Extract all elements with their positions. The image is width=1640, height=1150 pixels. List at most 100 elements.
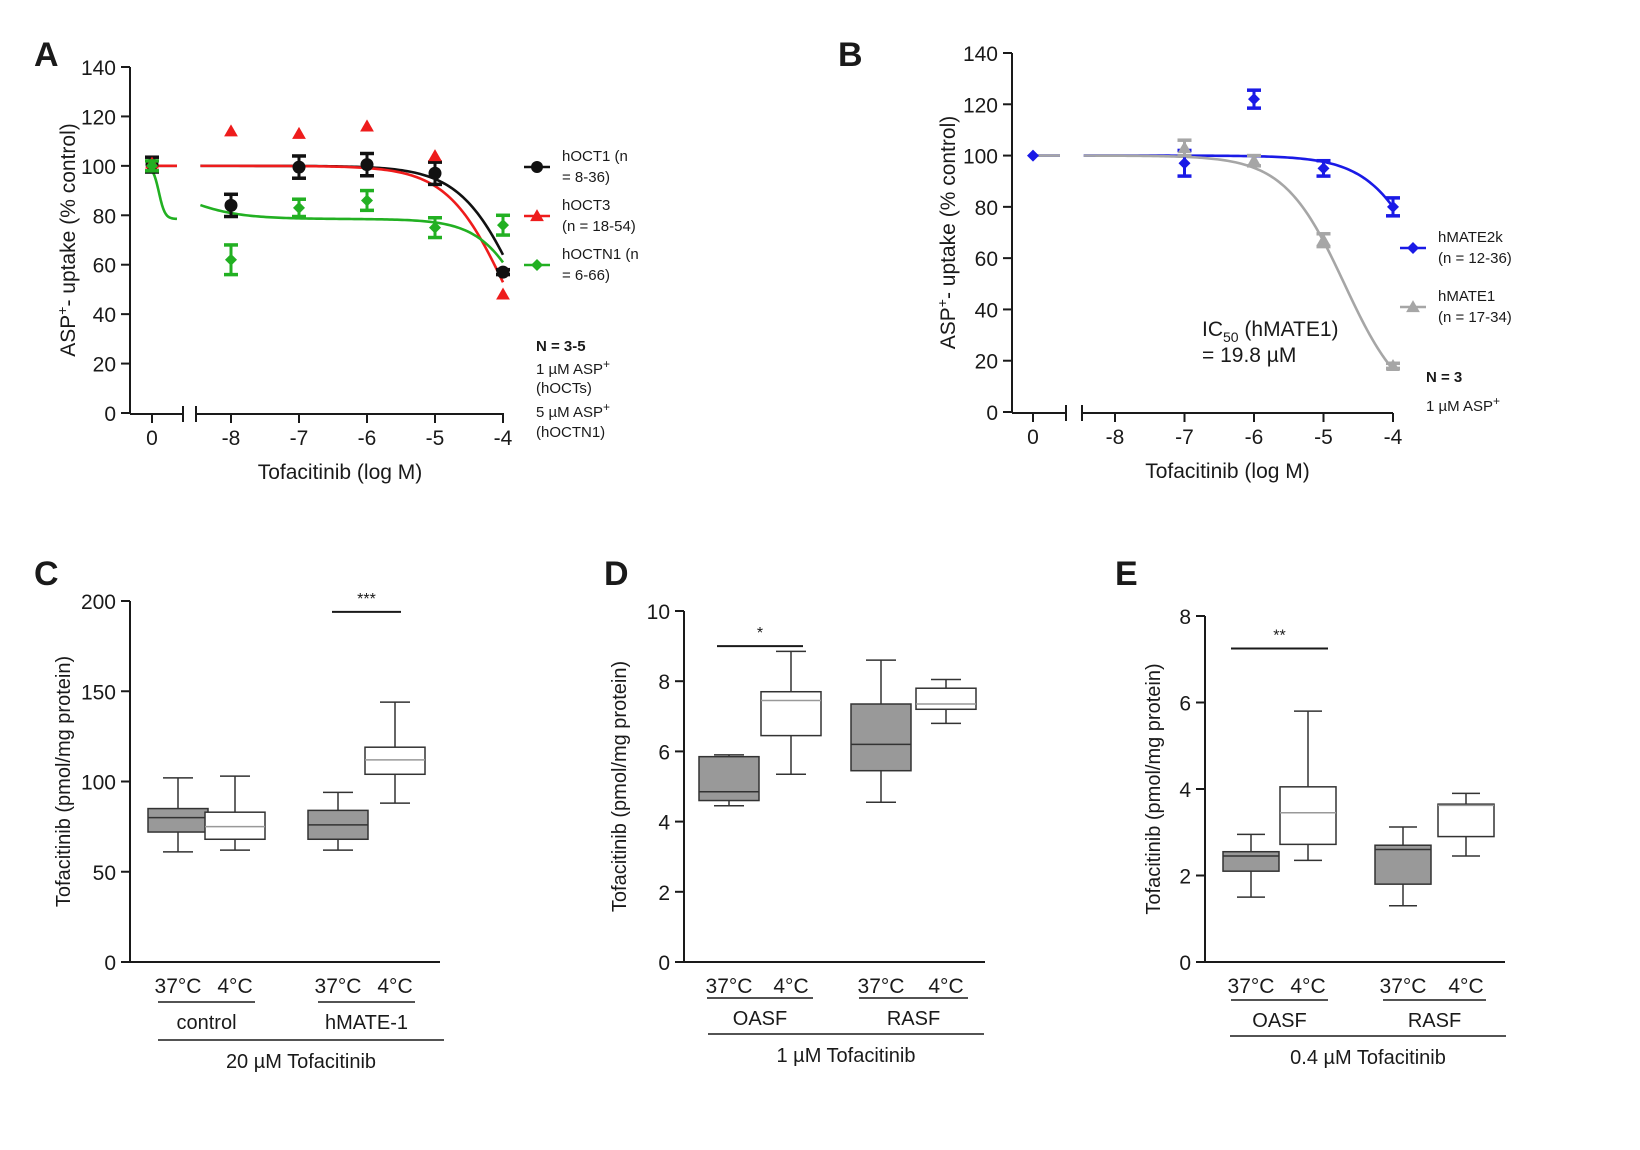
box-iqr xyxy=(1222,850,1280,872)
box-iqr xyxy=(760,690,822,737)
y-tick-label: 140 xyxy=(963,43,998,66)
y-tick-label: 2 xyxy=(658,882,670,905)
box-iqr xyxy=(1279,786,1337,846)
x-tick-label: -8 xyxy=(222,427,241,450)
ic50-value: = 19.8 µM xyxy=(1202,344,1296,367)
panel-E: 0 2 4 6 8 Tofacitinib (pmol/mg protein) 37°C 4°… xyxy=(1143,606,1506,1069)
x-tick-label: 4°C xyxy=(1448,975,1483,998)
y-tick-label: 200 xyxy=(81,591,116,614)
fit-curve-hOCT1 xyxy=(200,164,505,256)
group-label: OASF xyxy=(733,1008,787,1030)
caption-label: 1 µM Tofacitinib xyxy=(777,1045,916,1067)
data-point-hMATE2k xyxy=(1027,149,1039,162)
x-tick-label: 37°C xyxy=(1380,975,1427,998)
box-iqr xyxy=(850,703,912,772)
y-axis-label: Tofacitinib (pmol/mg protein) xyxy=(53,656,75,907)
data-point-hOCTN1 xyxy=(429,221,441,234)
data-point-hOCTN1 xyxy=(146,159,158,172)
data-point-hMATE2k xyxy=(1178,157,1191,170)
x-tick-label: -6 xyxy=(1245,426,1264,449)
box-iqr xyxy=(1374,844,1432,885)
note-asp-concentration: 1 µM ASP+ xyxy=(536,357,610,378)
box-iqr xyxy=(915,687,977,711)
group-label: RASF xyxy=(887,1008,940,1030)
y-tick-label: 8 xyxy=(658,671,670,694)
legend-marker xyxy=(531,161,543,173)
data-point-hMATE2k xyxy=(1317,162,1330,175)
y-tick-label: 0 xyxy=(658,952,670,975)
legend-label: hOCTN1 (n xyxy=(562,246,639,263)
x-tick-label: 4°C xyxy=(773,975,808,998)
note-hocts: (hOCTs) xyxy=(536,380,592,397)
x-tick-label: 0 xyxy=(146,427,158,450)
box-iqr xyxy=(204,811,266,841)
x-tick-label: -4 xyxy=(1384,426,1403,449)
group-label: control xyxy=(176,1012,236,1034)
panel-letter: E xyxy=(1115,555,1138,593)
y-tick-label: 4 xyxy=(658,812,670,835)
x-tick-label: 4°C xyxy=(1290,975,1325,998)
legend-marker xyxy=(530,209,544,222)
y-axis-label: ASP+- uptake (% control) xyxy=(934,116,960,349)
legend-marker xyxy=(531,259,543,271)
y-tick-label: 0 xyxy=(104,952,116,975)
note-hoctn1: (hOCTN1) xyxy=(536,424,605,441)
x-tick-label: -4 xyxy=(494,427,513,450)
y-tick-label: 100 xyxy=(81,772,116,795)
data-point-hMATE1 xyxy=(1247,153,1261,166)
data-point-hOCT3 xyxy=(360,119,374,132)
y-tick-label: 50 xyxy=(93,862,116,885)
legend-label: hMATE2k xyxy=(1438,229,1503,246)
y-tick-label: 60 xyxy=(975,248,998,271)
fit-curve-hMATE1 xyxy=(1083,154,1395,371)
note-n: N = 3-5 xyxy=(536,338,586,355)
legend-label: = 8-36) xyxy=(562,169,610,186)
group-label: OASF xyxy=(1252,1010,1306,1032)
y-tick-label: 120 xyxy=(81,106,116,129)
y-tick-label: 20 xyxy=(93,354,116,377)
data-point-hOCT1 xyxy=(224,198,238,212)
x-tick-label: -8 xyxy=(1106,426,1125,449)
significance-stars: ** xyxy=(1273,627,1285,644)
legend-label: (n = 18-54) xyxy=(562,218,636,235)
x-tick-label: -7 xyxy=(290,427,309,450)
group-label: hMATE-1 xyxy=(325,1012,408,1034)
y-tick-label: 4 xyxy=(1179,779,1191,802)
legend-label: hOCT3 xyxy=(562,197,610,214)
legend-label: (n = 12-36) xyxy=(1438,250,1512,267)
x-tick-label: 4°C xyxy=(928,975,963,998)
x-tick-label: 37°C xyxy=(706,975,753,998)
legend-label: hMATE1 xyxy=(1438,288,1495,305)
y-tick-label: 150 xyxy=(81,681,116,704)
data-point-hOCT3 xyxy=(292,126,306,139)
panel-letter: D xyxy=(604,555,629,593)
legend-label: = 6-66) xyxy=(562,267,610,284)
data-point-hOCTN1 xyxy=(497,219,509,232)
x-tick-label: 37°C xyxy=(315,975,362,998)
data-point-hOCTN1 xyxy=(225,253,237,266)
caption-label: 20 µM Tofacitinib xyxy=(226,1051,376,1073)
x-tick-label: 4°C xyxy=(217,975,252,998)
x-tick-label: -6 xyxy=(358,427,377,450)
y-tick-label: 20 xyxy=(975,351,998,374)
legend-marker xyxy=(1406,300,1420,313)
panel-D: 0 2 4 6 8 10 Tofacitinib (pmol/mg protein) 37°C… xyxy=(609,601,985,1067)
y-tick-label: 40 xyxy=(93,304,116,327)
panel-letter: B xyxy=(838,36,863,74)
y-axis-label: ASP+- uptake (% control) xyxy=(54,123,80,356)
y-axis-label: Tofacitinib (pmol/mg protein) xyxy=(1143,663,1165,914)
panel-letter: C xyxy=(34,555,59,593)
legend-label: (n = 17-34) xyxy=(1438,309,1512,326)
data-point-hOCTN1 xyxy=(361,194,373,207)
data-point-hOCT1 xyxy=(360,158,374,172)
y-tick-label: 40 xyxy=(975,299,998,322)
data-point-hOCT1 xyxy=(496,265,510,279)
ic50-label: IC50 (hMATE1) xyxy=(1202,318,1339,345)
x-tick-label: 37°C xyxy=(155,975,202,998)
data-point-hOCT3 xyxy=(428,149,442,162)
fit-curve-hOCTN1 xyxy=(150,170,178,221)
x-tick-label: 0 xyxy=(1027,426,1039,449)
box-iqr xyxy=(364,746,426,776)
legend-marker xyxy=(1407,242,1419,254)
y-tick-label: 140 xyxy=(81,57,116,80)
